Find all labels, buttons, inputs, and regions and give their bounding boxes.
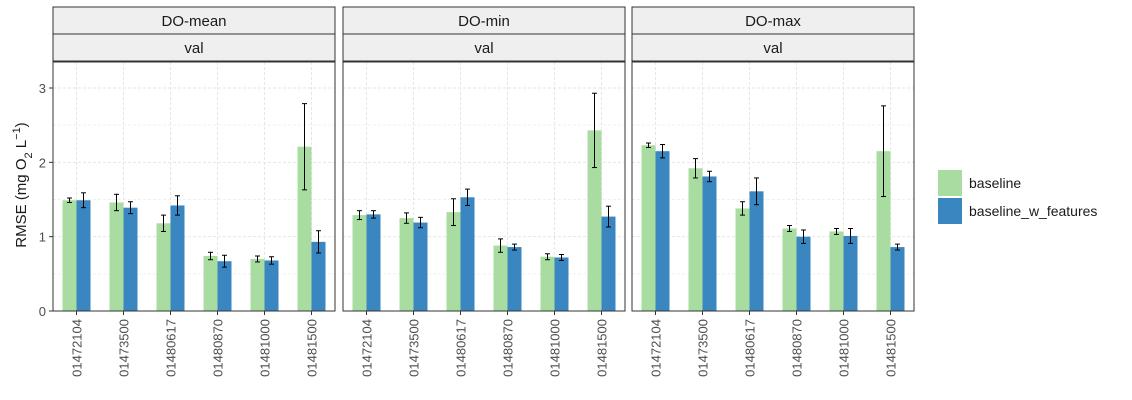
bar-baseline (203, 255, 218, 311)
bar-baseline-w-features (796, 236, 811, 311)
facet-strip-subtitle (631, 33, 915, 62)
y-axis-label: RMSE (mg O2 L−1) (11, 122, 35, 247)
x-tick-label: 01481500 (884, 319, 899, 377)
bar-baseline (876, 151, 891, 311)
bar-baseline (735, 208, 750, 311)
plot-background (53, 62, 335, 311)
legend-key-baseline-w-features (938, 198, 962, 224)
bar-baseline-w-features (655, 151, 670, 311)
facet-strip-subtitle (342, 33, 626, 62)
bar-baseline (399, 218, 414, 311)
bar-baseline (62, 200, 77, 311)
legend-key-baseline (938, 170, 962, 196)
panel-border (52, 61, 336, 312)
x-tick-label: 01481000 (837, 319, 852, 377)
y-axis-label-main: RMSE (mg O (13, 159, 30, 248)
x-tick-label: 01480617 (454, 319, 469, 377)
x-tick-label: 01480870 (501, 319, 516, 377)
x-tick-label: 01481500 (305, 319, 320, 377)
bar-baseline-w-features (601, 216, 616, 311)
panel-do-min: DO-min val 01472104 01473500 01480617 0148087… (342, 6, 626, 377)
facet-subtitle: val (474, 40, 493, 57)
bar-baseline (352, 215, 367, 311)
x-tick-label: 01473500 (117, 319, 132, 377)
bar-baseline-w-features (507, 247, 522, 311)
facet-title: DO-max (745, 13, 801, 30)
bar-baseline-w-features (554, 257, 569, 311)
x-tick-label: 01472104 (360, 319, 375, 377)
facet-title: DO-min (458, 13, 510, 30)
y-tick-label: 3 (39, 81, 46, 96)
bar-baseline-w-features (264, 260, 279, 311)
legend: baseline baseline_w_features (938, 170, 1097, 224)
facet-subtitle: val (184, 40, 203, 57)
bar-baseline-w-features (890, 247, 905, 311)
panel-do-mean: DO-mean val 01472104 01473500 01480617 014808… (39, 6, 336, 377)
bar-baseline-w-features (76, 200, 91, 311)
y-axis-label-sup: −1 (11, 127, 23, 140)
panel-do-max: DO-max val 01472104 01473500 01480617 0148087… (631, 6, 915, 377)
panel-border (631, 61, 915, 312)
bar-baseline (688, 168, 703, 311)
bar-baseline (587, 130, 602, 311)
y-tick-label: 1 (39, 230, 46, 245)
bar-baseline (540, 256, 555, 311)
legend-label: baseline_w_features (969, 203, 1097, 219)
y-axis-label-unit: L (13, 140, 30, 153)
bar-baseline-w-features (749, 191, 764, 311)
bar-baseline-w-features (702, 176, 717, 311)
facet-strip-title (342, 6, 626, 35)
x-tick-label: 01481000 (258, 319, 273, 377)
bar-baseline-w-features (123, 207, 138, 311)
x-tick-label: 01480870 (790, 319, 805, 377)
bar-baseline-w-features (170, 205, 185, 311)
panel-border (342, 61, 626, 312)
y-axis-label-sub: 2 (23, 152, 35, 158)
bar-baseline (829, 231, 844, 311)
bar-baseline (446, 212, 461, 311)
x-tick-label: 01480617 (743, 319, 758, 377)
y-tick-label: 0 (39, 304, 46, 319)
y-axis-label-close: ) (13, 122, 30, 127)
x-tick-label: 01473500 (696, 319, 711, 377)
x-tick-label: 01472104 (70, 319, 85, 377)
bar-baseline (250, 258, 265, 311)
x-tick-label: 01473500 (407, 319, 422, 377)
x-tick-label: 01480617 (164, 319, 179, 377)
facet-strip-subtitle (52, 33, 336, 62)
legend-label: baseline (969, 175, 1021, 191)
bar-baseline (782, 228, 797, 311)
bar-baseline (641, 145, 656, 311)
plot-background (632, 62, 914, 311)
bar-baseline-w-features (460, 197, 475, 311)
bar-baseline-w-features (366, 214, 381, 311)
bar-baseline-w-features (311, 241, 326, 311)
facet-strip-title (52, 6, 336, 35)
x-tick-label: 01481500 (595, 319, 610, 377)
y-tick-label: 2 (39, 155, 46, 170)
bar-baseline-w-features (413, 222, 428, 311)
x-tick-label: 01481000 (548, 319, 563, 377)
plot-background (343, 62, 625, 311)
facet-title: DO-mean (161, 13, 226, 30)
bar-baseline (297, 146, 312, 311)
facet-subtitle: val (763, 40, 782, 57)
x-tick-label: 01480870 (211, 319, 226, 377)
bar-baseline (109, 202, 124, 311)
bar-baseline-w-features (217, 261, 232, 311)
bar-baseline-w-features (843, 235, 858, 311)
chart-panels: DO-mean val 01472104 01473500 01480617 014808… (39, 6, 915, 377)
x-tick-label: 01472104 (649, 319, 664, 377)
bar-baseline (156, 223, 171, 311)
bar-baseline (493, 245, 508, 311)
